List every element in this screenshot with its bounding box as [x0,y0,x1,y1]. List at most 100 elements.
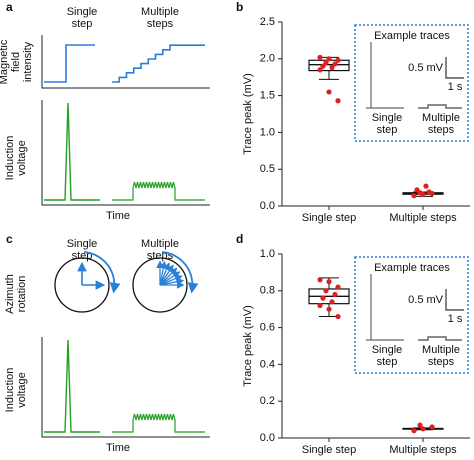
inset-label: Multiple [422,112,460,124]
row-label: voltage [16,140,28,175]
example-trace [418,104,462,109]
data-point [326,279,332,285]
data-point [423,183,429,189]
data-point [317,302,323,309]
data-point [317,67,323,73]
data-point [411,193,417,199]
row-label-group: Magnetic field intensity [0,39,34,84]
inset-frame [354,24,469,142]
y-tick-label: 0.0 [260,432,275,444]
field-trace [44,44,95,83]
y-axis-label: Trace peak (mV) [242,305,254,387]
panel-label: b [236,0,243,14]
inset-label: steps [428,356,455,368]
y-tick-label: 2.5 [260,16,275,28]
voltage-trace [44,102,100,201]
x-tick-label: Single step [302,444,356,456]
field-trace [112,44,205,83]
data-point [323,288,329,294]
scale-label: 0.5 mV [408,62,444,74]
data-point [335,313,341,320]
axis [41,337,210,438]
row-label: intensity [22,41,34,82]
y-tick-label: 1.0 [260,126,275,138]
column-title: step [72,18,93,30]
inset-frame [354,256,469,374]
data-point [335,98,341,104]
data-point [429,424,435,430]
y-tick-label: 0.2 [260,395,275,407]
data-point [329,65,335,71]
y-label-group: Trace peak (mV) [242,305,254,387]
x-tick-label: Multiple steps [389,212,457,224]
column-title: steps [147,18,174,30]
data-point [426,189,432,195]
y-tick-label: 0.5 [260,163,275,175]
data-point [320,63,326,69]
y-tick-label: 0.6 [260,322,275,334]
data-point [326,306,332,312]
data-point [317,277,323,283]
column-title: Multiple [141,238,179,250]
inset-title: Example traces [374,30,450,42]
y-tick-label: 0.0 [260,200,275,212]
voltage-trace [44,339,100,433]
panel-label: d [236,232,243,246]
inset-label: Single [372,112,403,124]
inset-label: Single [372,344,403,356]
example-trace [366,274,404,341]
inset-label: step [377,124,398,136]
rotation-arc [161,251,199,294]
row-label-group: Azimuth rotation [4,274,28,314]
data-point [332,291,338,298]
arrow [159,271,181,286]
row-label-group: Induction voltage [4,368,28,413]
column-title: step [72,250,93,262]
row-label: Magnetic [0,39,10,84]
data-point [420,426,426,432]
row-label: rotation [16,276,28,313]
axis [41,35,210,89]
data-point [417,422,423,428]
y-tick-label: 1.0 [260,248,275,260]
column-title: Single [67,6,98,18]
y-tick-label: 2.0 [260,53,275,65]
data-point [323,59,329,66]
panel-label: a [6,0,13,14]
row-label: field [10,52,22,72]
box [308,59,350,72]
voltage-trace [112,413,205,433]
data-point [411,428,417,434]
scale-bar [445,289,464,311]
panel-label: c [6,232,13,246]
y-tick-label: 0.4 [260,358,275,370]
y-label-group: Trace peak (mV) [242,73,254,155]
row-label-group: Induction voltage [4,136,28,181]
data-point [320,295,326,301]
row-label: Induction [4,136,16,181]
data-point [332,61,338,67]
axis [41,100,210,206]
data-point [414,187,420,193]
x-axis-label: Time [106,442,130,454]
example-trace [418,336,462,341]
inset-label: steps [428,124,455,136]
rotation-arc [83,251,121,294]
inset-label: Multiple [422,344,460,356]
inset-title: Example traces [374,262,450,274]
voltage-trace [112,181,205,201]
data-point [335,57,341,63]
data-point [317,54,323,60]
scale-bar [445,57,464,79]
column-title: Multiple [141,6,179,18]
column-title: Single [67,238,98,250]
row-label: voltage [16,372,28,407]
y-tick-label: 1.5 [260,90,275,102]
scale-label: 0.5 mV [408,294,444,306]
data-point [326,89,332,95]
rotation-circle [54,257,110,313]
row-label: Induction [4,368,16,413]
data-point [326,56,332,62]
rotation-circle [132,257,188,313]
